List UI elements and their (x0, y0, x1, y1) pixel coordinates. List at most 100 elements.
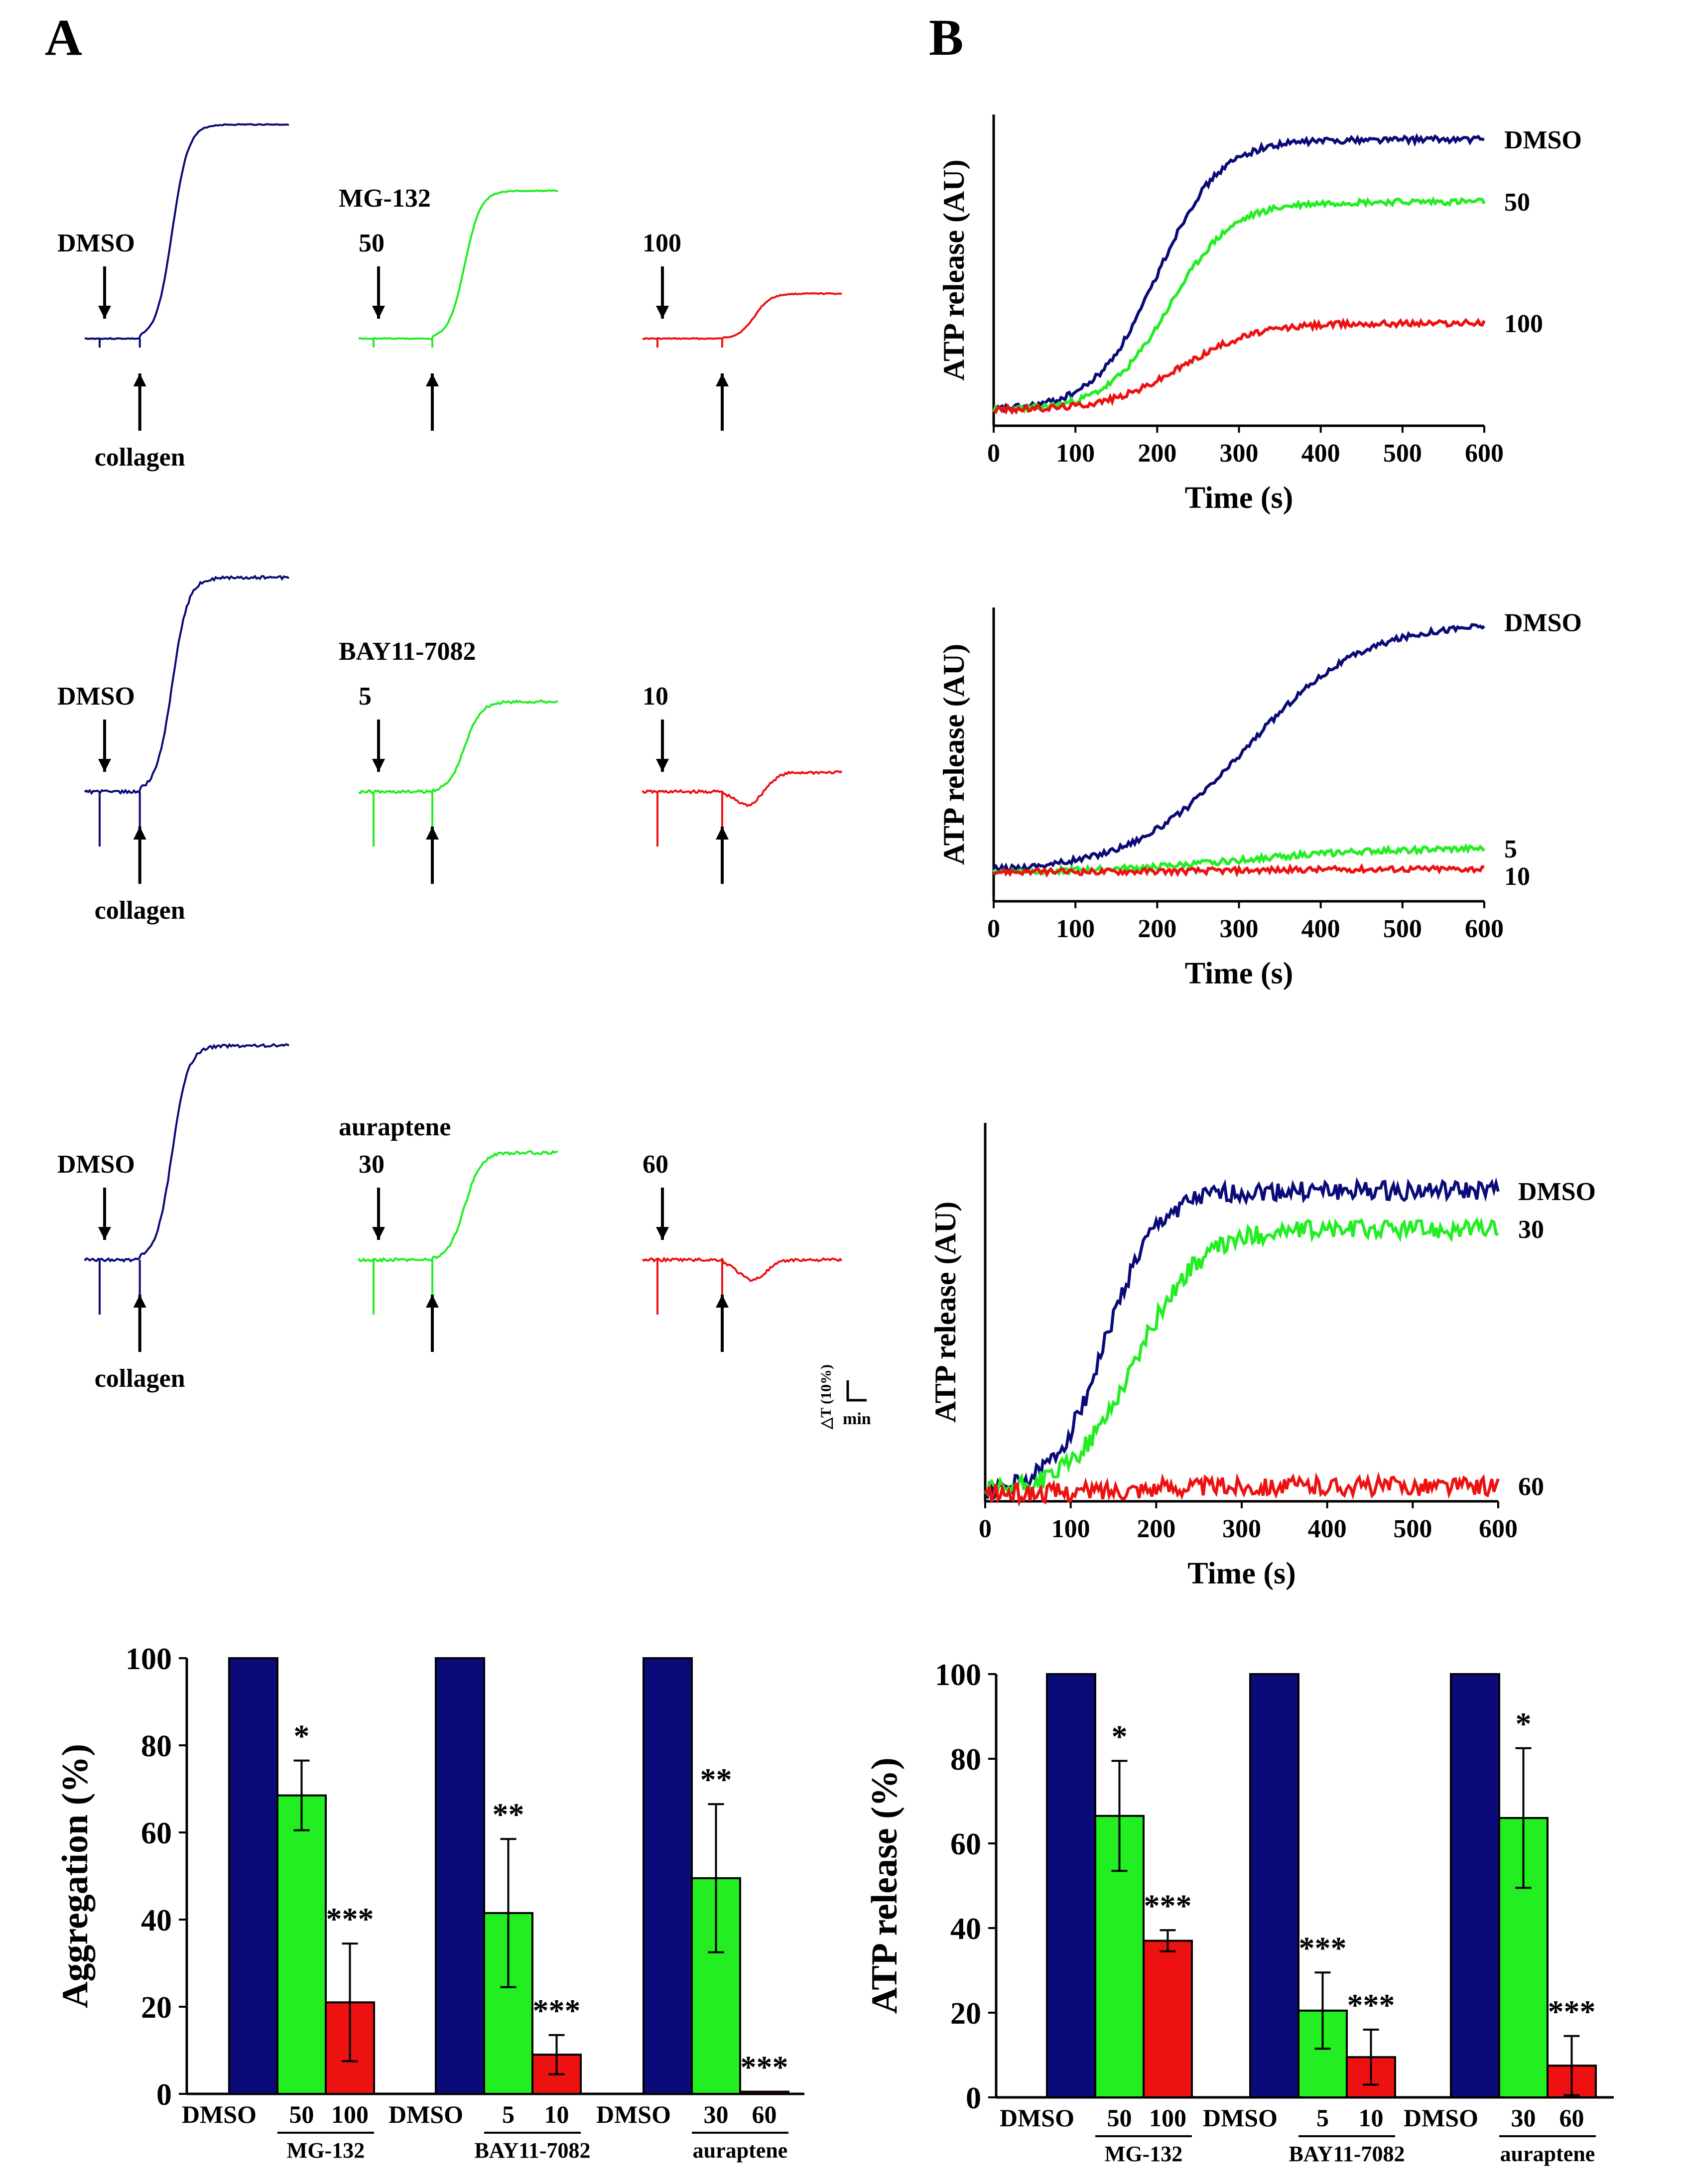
bar-label-2-1: 30 (1511, 2104, 1536, 2132)
bar-0-1 (276, 1794, 327, 2095)
bar-label-2-0: DMSO (1404, 2104, 1478, 2132)
trace-inhibitor-label-2: auraptene (339, 1113, 451, 1141)
bar-label-0-1: 50 (1107, 2104, 1132, 2132)
significance-0-1: * (294, 1718, 310, 1754)
y-tick-label: 0 (156, 2078, 172, 2112)
trace-arrow-down-1-0-head (98, 759, 111, 772)
bar-1-0 (1249, 1673, 1299, 2098)
trace-arrow-down-0-1-head (372, 306, 385, 319)
trace-1-1: 5 (358, 682, 558, 884)
x-tick-label: 300 (1222, 1515, 1261, 1543)
bar-label-0-0: DMSO (182, 2100, 257, 2128)
x-tick-label: 0 (979, 1515, 992, 1543)
panel-label-b: B (929, 9, 963, 66)
significance-2-1: * (1516, 1706, 1532, 1741)
trace-collagen-label-2: collagen (95, 1364, 185, 1393)
bar-label-0-0: DMSO (1000, 2104, 1074, 2132)
atp-series-2 (984, 1471, 1500, 1507)
x-axis-label: Time (s) (1185, 481, 1294, 515)
y-tick-label: 60 (141, 1817, 172, 1850)
trace-0-2: 100 (643, 229, 842, 431)
trace-2-2: 60 (642, 1150, 843, 1352)
series-label-2: 100 (1504, 310, 1543, 338)
group-label-1: BAY11-7082 (474, 2138, 590, 2163)
trace-label-0-1: 50 (359, 229, 385, 257)
bar-label-1-2: 10 (1359, 2104, 1384, 2132)
trace-arrow-down-1-1-head (372, 759, 385, 772)
x-tick-label: 400 (1308, 1515, 1347, 1543)
y-axis-label: ATP release (AU) (937, 159, 970, 380)
panel-label-a: A (45, 9, 82, 66)
trace-label-2-0: DMSO (57, 1150, 135, 1179)
series-label-2: 60 (1518, 1473, 1544, 1501)
significance-1-2: *** (533, 1993, 581, 2028)
significance-0-2: *** (326, 1901, 374, 1937)
significance-2-2: *** (741, 2050, 788, 2085)
trace-arrow-up-1-1-head (426, 827, 439, 840)
y-tick-label: 40 (950, 1912, 981, 1946)
y-tick-label: 0 (966, 2081, 981, 2115)
trace-label-1-2: 10 (643, 682, 668, 711)
atp-series-1 (984, 1216, 1499, 1497)
y-axis-label: ATP release (AU) (937, 644, 970, 865)
x-tick-label: 300 (1220, 915, 1259, 943)
bar-2-0 (643, 1657, 693, 2095)
trace-arrow-up-1-0-head (133, 827, 146, 840)
significance-1-1: *** (1299, 1930, 1347, 1965)
trace-label-1-1: 5 (359, 682, 372, 711)
significance-0-2: *** (1144, 1888, 1192, 1923)
y-tick-label: 100 (126, 1642, 172, 1676)
series-label-1: 50 (1504, 188, 1530, 217)
x-tick-label: 400 (1301, 439, 1340, 468)
series-label-2: 10 (1504, 862, 1530, 891)
group-label-2: auraptene (1500, 2142, 1595, 2166)
trace-arrow-up-0-2-head (716, 373, 729, 386)
trace-arrow-down-2-0-head (98, 1227, 111, 1240)
x-tick-label: 600 (1479, 1515, 1518, 1543)
atp-series-0 (993, 133, 1485, 414)
bar-label-1-1: 5 (502, 2100, 515, 2128)
bar-label-2-0: DMSO (596, 2100, 671, 2128)
x-tick-label: 500 (1383, 915, 1422, 943)
atp-release-curves-bay: 0 100 200 300 400 500 600 Time (s) ATP release (… (937, 607, 1582, 990)
atp-release-curves-mg132: 0 100 200 300 400 500 600 Time (s) ATP release (… (937, 115, 1582, 515)
x-tick-label: 100 (1051, 1515, 1090, 1543)
x-axis-label: Time (s) (1187, 1557, 1296, 1590)
scale-bar-x-label: min (843, 1410, 871, 1428)
x-tick-label: 600 (1465, 915, 1504, 943)
trace-arrow-up-2-2-head (716, 1295, 729, 1308)
significance-2-1: ** (700, 1762, 732, 1797)
y-axis-label: Aggregation (%) (55, 1744, 96, 2008)
trace-1-2: 10 (642, 682, 843, 884)
bar-label-1-0: DMSO (388, 2100, 463, 2128)
trace-label-2-2: 60 (643, 1150, 668, 1179)
trace-arrow-up-0-1-head (426, 373, 439, 386)
atp-series-1 (992, 196, 1486, 415)
scale-bar-glyph (846, 1380, 867, 1402)
atp-series-1 (992, 843, 1486, 877)
significance-2-2: *** (1548, 1994, 1596, 2029)
x-tick-label: 200 (1138, 439, 1176, 468)
x-tick-label: 100 (1056, 439, 1095, 468)
bar-0-0 (1046, 1673, 1096, 2098)
trace-line-1-0 (84, 574, 290, 795)
significance-0-1: * (1112, 1718, 1128, 1754)
trace-line-2-1 (358, 1150, 558, 1263)
trace-inhibitor-label-0: MG-132 (339, 184, 431, 213)
trace-label-2-1: 30 (359, 1150, 385, 1179)
trace-collagen-label-1: collagen (95, 896, 185, 925)
trace-1-0: DMSO collagen (57, 574, 290, 925)
significance-1-1: ** (493, 1797, 524, 1832)
trace-arrow-down-1-2-head (656, 759, 669, 772)
group-label-2: auraptene (693, 2138, 788, 2163)
bar-0-2 (1143, 1940, 1193, 2098)
trace-line-2-0 (84, 1043, 290, 1263)
atp-release-curves-auraptene: 0 100 200 300 400 500 600 Time (s) ATP release (… (929, 1123, 1596, 1590)
trace-line-0-1 (358, 189, 558, 341)
y-tick-label: 40 (141, 1904, 172, 1938)
trace-collagen-label-0: collagen (95, 443, 185, 472)
scale-bar: △T (10%) min (818, 1364, 871, 1430)
y-tick-label: 20 (950, 1997, 981, 2031)
x-tick-label: 200 (1137, 1515, 1175, 1543)
